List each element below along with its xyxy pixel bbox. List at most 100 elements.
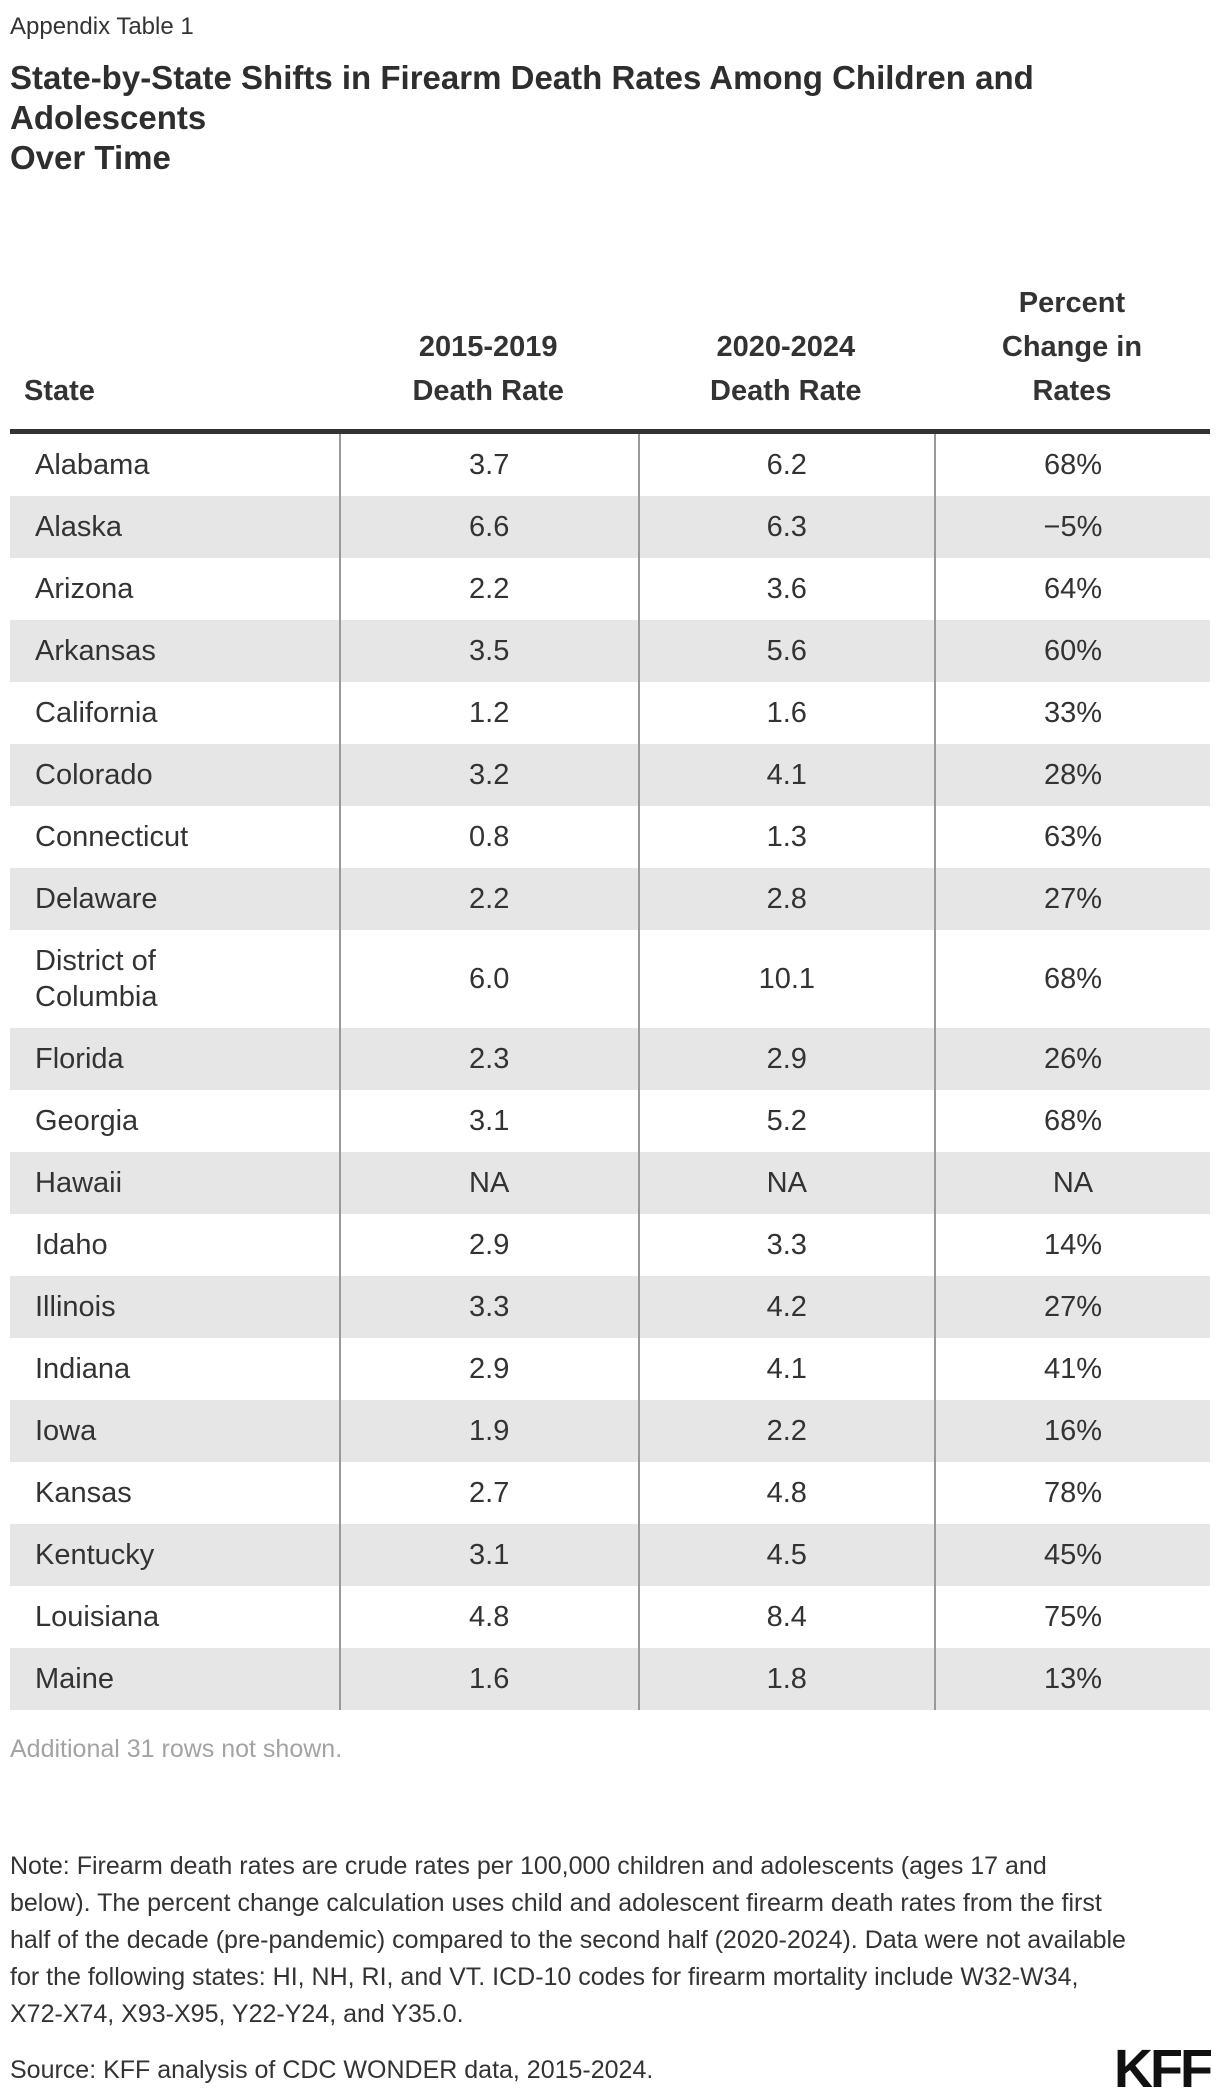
state-cell: Kansas xyxy=(10,1462,339,1524)
value-text: 27% xyxy=(1043,1291,1102,1323)
value-text: 68% xyxy=(1043,963,1102,995)
rate-2020-2024-cell: 10.1 xyxy=(637,930,934,1028)
value-text: 2.2 xyxy=(766,1415,807,1447)
rate-2015-2019-cell: NA xyxy=(338,1152,638,1214)
percent-change-cell: 68% xyxy=(933,1090,1210,1152)
value-text: −5% xyxy=(1043,511,1103,543)
table-row: Iowa 1.9 2.2 16% xyxy=(10,1400,1210,1462)
value-text: 60% xyxy=(1043,635,1102,667)
value-text: 2.9 xyxy=(469,1229,510,1261)
percent-change-cell: NA xyxy=(933,1152,1210,1214)
rate-2020-2024-cell: 6.3 xyxy=(637,496,934,558)
rate-2015-2019-cell: 3.1 xyxy=(338,1090,638,1152)
column-header-state: State xyxy=(24,375,95,407)
rate-2015-2019-cell: 2.7 xyxy=(338,1462,638,1524)
state-name: Delaware xyxy=(35,883,158,915)
table-row: Connecticut 0.8 1.3 63% xyxy=(10,806,1210,868)
value-text: 2.9 xyxy=(766,1043,807,1075)
column-header-percent-change: Percent Change in Rates xyxy=(1001,287,1143,407)
state-name: Maine xyxy=(35,1663,114,1695)
rate-2020-2024-cell: 4.1 xyxy=(637,1338,934,1400)
rate-2020-2024-cell: 4.5 xyxy=(637,1524,934,1586)
state-name: District of Columbia xyxy=(35,945,158,1013)
state-name: Hawaii xyxy=(35,1167,123,1199)
state-name: California xyxy=(35,697,158,729)
value-text: 3.1 xyxy=(469,1539,510,1571)
value-text: 4.1 xyxy=(766,1353,807,1385)
state-cell: Illinois xyxy=(10,1276,339,1338)
state-cell: Hawaii xyxy=(10,1152,339,1214)
percent-change-cell: 78% xyxy=(933,1462,1210,1524)
value-text: 1.6 xyxy=(469,1663,510,1695)
value-text: 41% xyxy=(1043,1353,1102,1385)
rate-2015-2019-cell: 2.9 xyxy=(338,1214,638,1276)
rate-2020-2024-cell: 5.2 xyxy=(637,1090,934,1152)
percent-change-cell: 13% xyxy=(933,1648,1210,1710)
value-text: 6.0 xyxy=(469,963,510,995)
data-table: State 2015-2019 Death Rate 2020-2024 Dea… xyxy=(10,178,1210,1710)
state-name: Connecticut xyxy=(35,821,189,853)
table-row: Delaware 2.2 2.8 27% xyxy=(10,868,1210,930)
value-text: 6.3 xyxy=(766,511,807,543)
state-cell: Indiana xyxy=(10,1338,339,1400)
rate-2020-2024-cell: 2.2 xyxy=(637,1400,934,1462)
table-row: Alabama 3.7 6.2 68% xyxy=(10,434,1210,496)
truncation-note: Additional 31 rows not shown. xyxy=(10,1735,343,1763)
percent-change-cell: 63% xyxy=(933,806,1210,868)
state-name: Idaho xyxy=(35,1229,108,1261)
rate-2020-2024-cell: 3.3 xyxy=(637,1214,934,1276)
table-header-row: State 2015-2019 Death Rate 2020-2024 Dea… xyxy=(10,178,1210,434)
value-text: 4.8 xyxy=(766,1477,807,1509)
state-name: Florida xyxy=(35,1043,124,1075)
value-text: 5.6 xyxy=(766,635,807,667)
percent-change-cell: 16% xyxy=(933,1400,1210,1462)
value-text: 4.8 xyxy=(469,1601,510,1633)
value-text: NA xyxy=(1052,1167,1094,1199)
rate-2015-2019-cell: 3.2 xyxy=(338,744,638,806)
rate-2020-2024-cell: 3.6 xyxy=(637,558,934,620)
percent-change-cell: 33% xyxy=(933,682,1210,744)
rate-2020-2024-cell: 1.8 xyxy=(637,1648,934,1710)
state-name: Alabama xyxy=(35,449,150,481)
value-text: 2.7 xyxy=(469,1477,510,1509)
rate-2015-2019-cell: 2.2 xyxy=(338,868,638,930)
value-text: 16% xyxy=(1043,1415,1102,1447)
value-text: 10.1 xyxy=(758,963,816,995)
rate-2020-2024-cell: 8.4 xyxy=(637,1586,934,1648)
percent-change-cell: 75% xyxy=(933,1586,1210,1648)
value-text: 3.7 xyxy=(469,449,510,481)
value-text: 26% xyxy=(1043,1043,1102,1075)
table-row: Maine 1.6 1.8 13% xyxy=(10,1648,1210,1710)
state-cell: Idaho xyxy=(10,1214,339,1276)
value-text: 6.6 xyxy=(469,511,510,543)
table-row: Indiana 2.9 4.1 41% xyxy=(10,1338,1210,1400)
value-text: NA xyxy=(766,1167,807,1199)
state-cell: Colorado xyxy=(10,744,339,806)
table-row: Alaska 6.6 6.3 −5% xyxy=(10,496,1210,558)
value-text: 4.5 xyxy=(766,1539,807,1571)
rate-2015-2019-cell: 1.9 xyxy=(338,1400,638,1462)
state-cell: Alaska xyxy=(10,496,339,558)
state-cell: Arkansas xyxy=(10,620,339,682)
table-row: Colorado 3.2 4.1 28% xyxy=(10,744,1210,806)
value-text: 78% xyxy=(1043,1477,1102,1509)
rate-2020-2024-cell: 4.8 xyxy=(637,1462,934,1524)
state-name: Alaska xyxy=(35,511,123,543)
value-text: 1.3 xyxy=(766,821,807,853)
percent-change-cell: 68% xyxy=(933,434,1210,496)
column-header-rate-2015-2019: 2015-2019 Death Rate xyxy=(412,331,564,407)
percent-change-cell: 28% xyxy=(933,744,1210,806)
state-cell: Iowa xyxy=(10,1400,339,1462)
value-text: 3.5 xyxy=(469,635,510,667)
value-text: 2.3 xyxy=(469,1043,510,1075)
percent-change-cell: 26% xyxy=(933,1028,1210,1090)
kff-logo: KFF xyxy=(1114,2039,1213,2092)
value-text: 4.1 xyxy=(766,759,807,791)
rate-2020-2024-cell: 1.3 xyxy=(637,806,934,868)
value-text: 4.2 xyxy=(766,1291,807,1323)
value-text: 63% xyxy=(1043,821,1102,853)
table-body: Alabama 3.7 6.2 68% Alaska 6.6 6.3 −5% Arizona 2.… xyxy=(10,434,1210,1710)
table-row: Hawaii NA NA NA xyxy=(10,1152,1210,1214)
value-text: 8.4 xyxy=(766,1601,807,1633)
table-row: Georgia 3.1 5.2 68% xyxy=(10,1090,1210,1152)
